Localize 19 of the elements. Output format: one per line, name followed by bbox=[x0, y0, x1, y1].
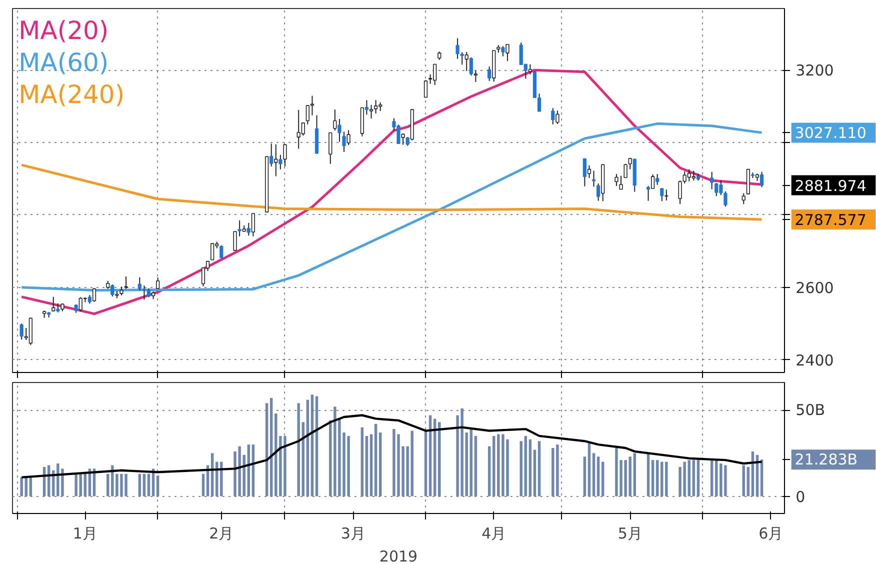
x-tick-label: 6月 bbox=[758, 524, 784, 542]
y-tick-label: 2600 bbox=[796, 278, 834, 297]
x-tick-label: 3月 bbox=[340, 524, 366, 542]
x-tick-label: 4月 bbox=[482, 524, 506, 542]
y-tick-label: 0 bbox=[796, 488, 806, 506]
x-tick-label: 1月 bbox=[72, 524, 98, 542]
text: MA(20) bbox=[18, 16, 109, 45]
y-tick-label: 50B bbox=[796, 401, 826, 420]
y-tick-label: 2881.974 bbox=[794, 176, 866, 195]
text: MA(240) bbox=[18, 80, 125, 109]
text: MA(60) bbox=[18, 48, 109, 77]
y-tick-label: 21.283B bbox=[794, 450, 858, 469]
y-tick-label: 2787.577 bbox=[794, 210, 866, 229]
x-tick-label: 2月 bbox=[209, 524, 234, 542]
x-tick-label: 5月 bbox=[618, 524, 642, 542]
y-tick-label: 3027.110 bbox=[794, 124, 866, 142]
y-tick-label: 3200 bbox=[796, 62, 834, 80]
y-tick-label: 2400 bbox=[796, 351, 834, 370]
x-axis-title: 2019 bbox=[379, 548, 418, 564]
